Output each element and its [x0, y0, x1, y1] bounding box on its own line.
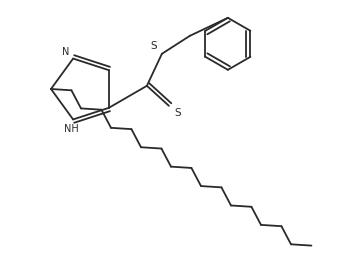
Text: S: S: [150, 41, 157, 51]
Text: NH: NH: [64, 124, 78, 134]
Text: N: N: [62, 47, 69, 57]
Text: S: S: [174, 108, 180, 118]
